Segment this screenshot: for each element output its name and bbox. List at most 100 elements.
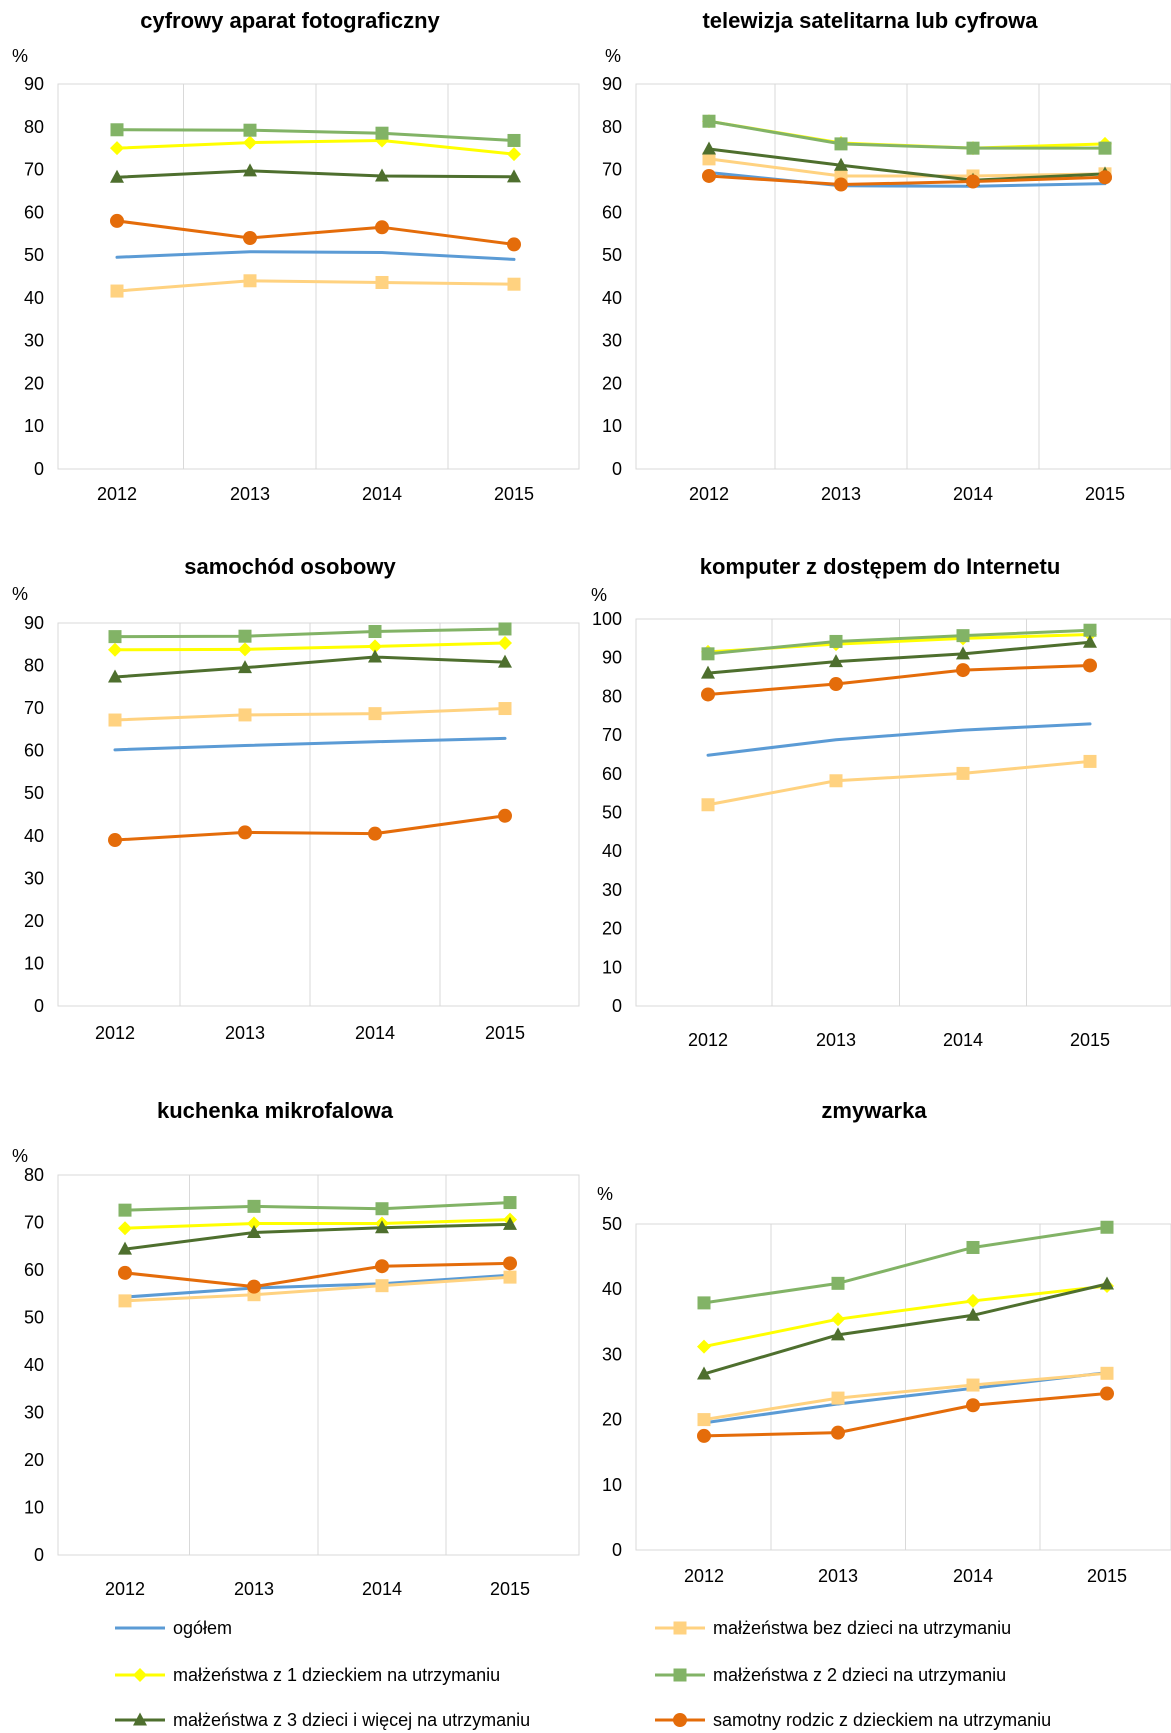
series-z2 [701, 623, 1097, 661]
data-point [108, 713, 122, 727]
y-tick-label: 50 [24, 245, 44, 265]
data-point [831, 1276, 845, 1290]
series-z3 [110, 163, 521, 183]
data-point [503, 1270, 517, 1284]
data-point [110, 123, 124, 137]
data-point [831, 1327, 845, 1341]
series-line [702, 1284, 1109, 1349]
legend-swatch-marker [673, 1668, 687, 1682]
y-tick-label: 10 [602, 957, 622, 977]
series-ogolem [706, 722, 1092, 757]
series-line [123, 1273, 512, 1299]
legend-item-samotny: samotny rodzic z dzieckiem na utrzymaniu [655, 1710, 1051, 1730]
data-point [238, 825, 252, 840]
y-tick-label: 0 [612, 459, 622, 479]
chart-title: cyfrowy aparat fotograficzny [140, 8, 440, 33]
data-point [507, 237, 521, 252]
series-line [702, 1371, 1109, 1422]
data-point [834, 177, 848, 192]
data-point [375, 168, 389, 182]
data-point [498, 654, 512, 668]
data-point [118, 1294, 132, 1308]
series-line [707, 147, 1107, 182]
x-tick-label: 2012 [105, 1579, 145, 1599]
x-tick-label: 2015 [490, 1579, 530, 1599]
series-z3 [108, 649, 512, 683]
data-point [498, 808, 512, 823]
y-tick-label: 20 [602, 373, 622, 393]
series-bez [697, 1366, 1114, 1427]
legend-label: małżeństwa z 1 dzieckiem na utrzymaniu [173, 1665, 500, 1685]
data-point [834, 157, 848, 171]
data-point [1083, 634, 1097, 648]
legend-swatch-marker [133, 1712, 147, 1726]
data-point [831, 1425, 845, 1440]
series-line [702, 1282, 1109, 1376]
series-line [113, 627, 507, 639]
series-line [702, 1225, 1109, 1305]
data-point [831, 1312, 845, 1327]
chart-panel: telewizja satelitarna lub cyfrowa% 0 10 20 3… [602, 8, 1171, 504]
data-point [966, 1378, 980, 1392]
series-line [706, 628, 1092, 656]
y-tick-label: 40 [602, 841, 622, 861]
chart-title: telewizja satelitarna lub cyfrowa [702, 8, 1038, 33]
series-ogolem [123, 1273, 512, 1299]
y-tick-label: 30 [602, 880, 622, 900]
legend-label: małżeństwa z 3 dzieci i więcej na utrzym… [173, 1710, 530, 1730]
series-line [115, 128, 516, 142]
plot-area [635, 618, 1171, 1007]
y-tick-label: 10 [24, 1498, 44, 1518]
series-bez [108, 702, 512, 727]
y-tick-label: 70 [24, 160, 44, 180]
y-tick-label: 30 [24, 1403, 44, 1423]
legend-item-z2: małżeństwa z 2 dzieci na utrzymaniu [655, 1665, 1006, 1685]
y-tick-label: 20 [24, 911, 44, 931]
data-point [1083, 623, 1097, 637]
y-tick-label: 100 [592, 609, 622, 629]
series-line [123, 1275, 512, 1303]
data-point [498, 622, 512, 636]
y-tick-label: 60 [602, 202, 622, 222]
data-point [507, 133, 521, 147]
y-tick-label: 80 [24, 1165, 44, 1185]
data-point [118, 1241, 132, 1255]
series-line [706, 722, 1092, 757]
legend-label: ogółem [173, 1618, 232, 1638]
legend-label: samotny rodzic z dzieckiem na utrzymaniu [713, 1710, 1051, 1730]
series-line [115, 250, 516, 261]
data-point [368, 639, 382, 654]
series-line [123, 1201, 512, 1212]
data-point [831, 1391, 845, 1405]
series-z1 [118, 1212, 517, 1236]
y-tick-label: 0 [612, 1540, 622, 1560]
legend: ogółem małżeństwa bez dzieci na utrzymani… [115, 1618, 1051, 1730]
y-tick-label: 80 [602, 117, 622, 137]
legend-item-z3: małżeństwa z 3 dzieci i więcej na utrzym… [115, 1710, 530, 1730]
y-tick-label: 40 [24, 288, 44, 308]
data-point [247, 1216, 261, 1231]
y-tick-label: 10 [602, 416, 622, 436]
data-point [368, 625, 382, 639]
series-line [123, 1218, 512, 1230]
data-point [375, 1279, 389, 1293]
series-z2 [118, 1196, 517, 1217]
plot-area [635, 83, 1171, 470]
x-tick-label: 2012 [684, 1566, 724, 1586]
data-point [247, 1279, 261, 1294]
data-point [243, 135, 257, 150]
data-point [375, 1259, 389, 1274]
plot-area [57, 622, 580, 1007]
series-line [115, 279, 516, 293]
series-bez [110, 274, 521, 298]
y-tick-label: 10 [602, 1475, 622, 1495]
data-point [243, 123, 257, 137]
data-point [702, 152, 716, 166]
data-point [503, 1216, 517, 1230]
series-samotny [118, 1256, 517, 1294]
series-ogolem [113, 736, 507, 752]
y-tick-label: 60 [602, 764, 622, 784]
y-tick-label: 20 [24, 1450, 44, 1470]
series-line [115, 138, 516, 156]
data-point [1098, 141, 1112, 155]
